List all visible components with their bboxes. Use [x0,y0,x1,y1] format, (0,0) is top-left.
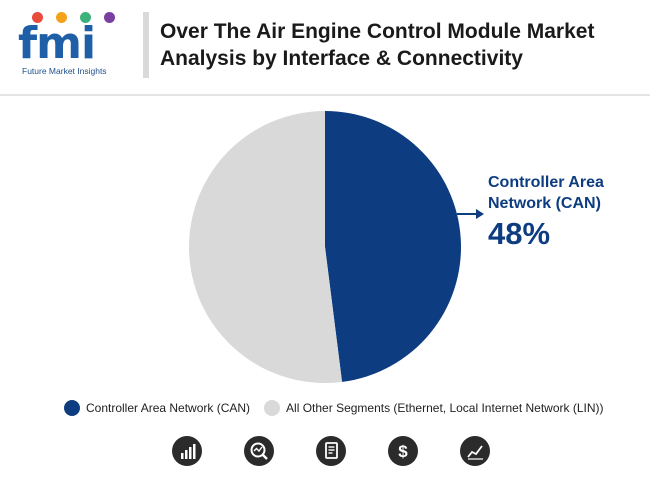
legend-swatch-other [264,400,281,416]
fmi-logo: fmi Future Market Insights [18,10,140,80]
pie-chart [189,111,484,383]
callout-label: Controller Area Network (CAN) [488,174,604,212]
legend-item-other: All Other Segments (Ethernet, Local Inte… [264,400,604,416]
trend-line-icon[interactable] [460,436,490,466]
document-icon[interactable] [316,436,346,466]
bar-chart-icon[interactable] [172,436,202,466]
logo-letters: fmi [18,18,96,69]
legend: Controller Area Network (CAN) All Other … [64,398,618,418]
callout: Controller Area Network (CAN) 48% [488,172,648,253]
logo-subtitle: Future Market Insights [22,66,107,76]
legend-label-other: All Other Segments (Ethernet, Local Inte… [286,401,604,415]
header-divider [143,12,149,78]
header: fmi Future Market Insights Over The Air … [0,0,650,94]
chart-title: Over The Air Engine Control Module Marke… [160,20,595,70]
pie-slice-1 [189,111,343,383]
legend-swatch-can [64,400,80,416]
callout-value: 48% [488,216,551,251]
pie-slice-0 [325,111,462,382]
legend-item-can: Controller Area Network (CAN) [64,400,250,416]
svg-text:$: $ [398,442,408,461]
dollar-icon[interactable]: $ [388,436,418,466]
legend-label-can: Controller Area Network (CAN) [86,401,251,415]
magnifier-chart-icon[interactable] [244,436,274,466]
callout-arrow-head [476,209,484,219]
footer-icons: $ [0,436,650,470]
header-rule [0,94,650,96]
